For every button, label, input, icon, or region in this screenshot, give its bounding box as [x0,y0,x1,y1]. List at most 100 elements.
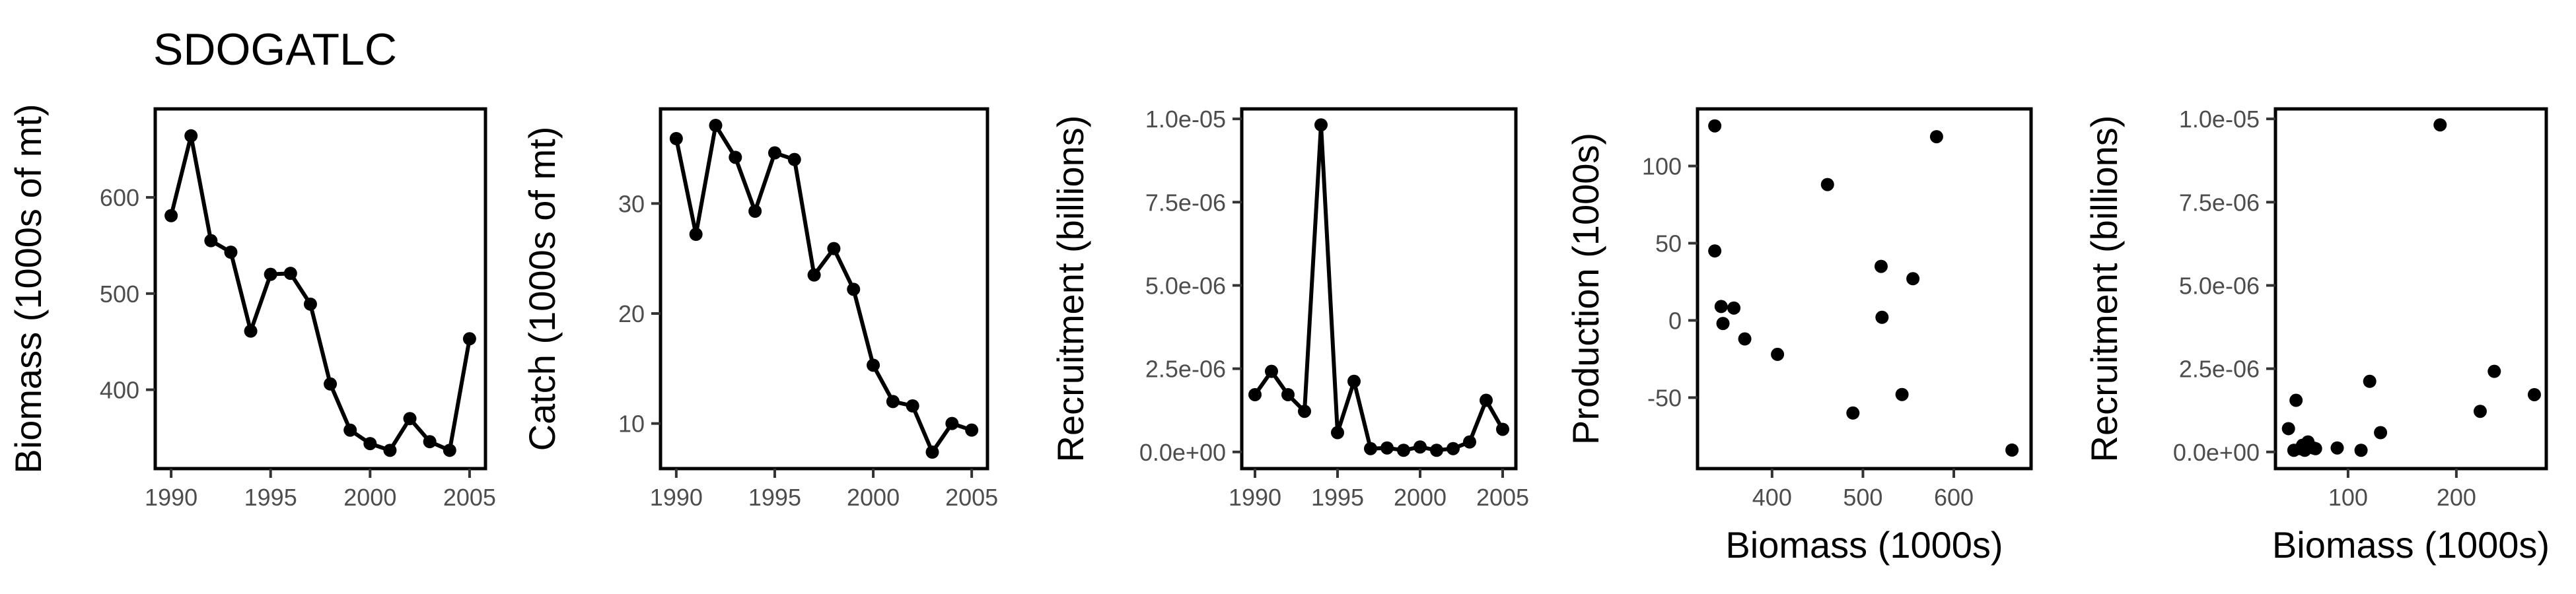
y-tick-label: 0.0e+00 [2173,439,2260,466]
data-point [748,205,762,218]
panel-3: 1990 1995 2000 2005 0.0e+00 2.5e-06 5.0e-06 7.5… [1050,106,1529,511]
y-tick-label: 5.0e-06 [1145,272,1226,299]
data-point [1347,374,1361,388]
x-tick-label: 2005 [945,484,998,511]
data-point [1727,301,1741,315]
data-point [1463,435,1476,449]
data-point [244,324,258,338]
data-point [847,282,861,296]
data-point [343,423,357,437]
data-point [827,242,841,255]
data-point [1738,332,1752,346]
data-point [1364,442,1377,455]
panel-2: 1990 1995 2000 2005 10 20 30 Catch (1000s of mt… [521,107,998,511]
x-tick-label: 100 [2328,484,2368,511]
data-point [2487,364,2501,378]
y-axis-title: Biomass (1000s of mt) [7,104,49,473]
data-point [2527,387,2541,401]
data-point [925,446,939,459]
data-point [2289,393,2303,407]
data-point [1496,422,1509,436]
x-tick-label: 1990 [145,484,197,511]
data-point [1846,406,1860,420]
data-point [965,423,979,437]
data-point [2354,444,2368,457]
x-tick-label: 1995 [244,484,297,511]
data-point [867,358,880,372]
data-point [383,444,397,457]
data-point [224,246,238,259]
x-tick-label: 1990 [650,484,703,511]
data-point [283,267,297,280]
data-point [669,132,683,145]
data-point [1480,393,1493,407]
data-point [1820,178,1834,191]
y-axis-title: Production (1000s) [1565,133,1606,445]
series-line [169,133,472,453]
y-tick-label: 600 [100,184,139,211]
x-tick-label: 1995 [748,484,801,511]
y-tick-label: 20 [618,300,645,327]
x-tick-label: 2000 [343,484,396,511]
data-point [1314,118,1328,132]
data-point [807,268,821,282]
x-tick-label: 2005 [1476,484,1529,511]
x-axis-title: Biomass (1000s) [2272,524,2550,566]
data-point [2363,374,2377,388]
data-point [2433,118,2447,132]
y-tick-label: 0.0e+00 [1139,439,1226,466]
data-point [363,437,377,451]
data-point [2281,422,2295,436]
y-tick-label: 2.5e-06 [1145,356,1226,383]
data-point [768,146,781,160]
y-tick-label: 400 [100,377,139,404]
data-point [787,152,801,166]
panel-4-border [1696,107,2033,471]
data-point [1298,405,1311,418]
x-tick-label: 2000 [1394,484,1447,511]
data-point [423,435,437,449]
x-tick-label: 2000 [847,484,900,511]
panel-4: 400 500 600 -50 0 50 100 Production (1000s) Biom… [1565,107,2033,566]
data-point [1397,444,1410,457]
data-point [443,444,456,457]
data-point [886,395,900,409]
y-axis-title: Recruitment (billions) [1050,116,1091,463]
data-point [1248,387,1262,401]
y-axis-title: Recruitment (billions) [2083,116,2125,463]
data-point [1708,244,1722,258]
data-point [2473,405,2487,418]
data-point [709,119,723,132]
y-tick-label: 500 [100,280,139,308]
data-point [264,267,277,281]
x-tick-label: 1990 [1229,484,1281,511]
data-point [1771,347,1785,361]
data-point [1906,272,1920,286]
data-point [204,234,218,248]
y-axis-title: Catch (1000s of mt) [521,127,563,451]
y-tick-label: -50 [1647,384,1682,411]
panel-3-border [1240,107,1518,471]
data-point [303,297,317,311]
y-tick-label: 1.0e-05 [1145,106,1226,133]
data-point [2374,426,2388,440]
y-tick-label: 10 [618,411,645,438]
data-point [1874,259,1888,273]
panel-5-border [2273,107,2548,471]
data-point [1447,442,1460,455]
panel-5: 100 200 0.0e+00 2.5e-06 5.0e-06 7.5e-06 1.0e-0… [2083,106,2550,566]
y-tick-label: 0 [1668,307,1682,334]
data-point [1716,317,1730,331]
data-point [1708,119,1722,133]
data-point [1895,387,1909,401]
data-point [2005,443,2019,457]
figure-title: SDOGATLC [153,24,397,75]
data-point [1380,441,1394,455]
y-tick-label: 30 [618,190,645,217]
data-point [1281,387,1295,401]
panel-1: 1990 1995 2000 2005 400 500 600 Biomass (1000s … [7,104,496,511]
data-point [729,150,742,164]
y-tick-label: 50 [1655,230,1682,257]
panel-2-border [659,107,989,471]
